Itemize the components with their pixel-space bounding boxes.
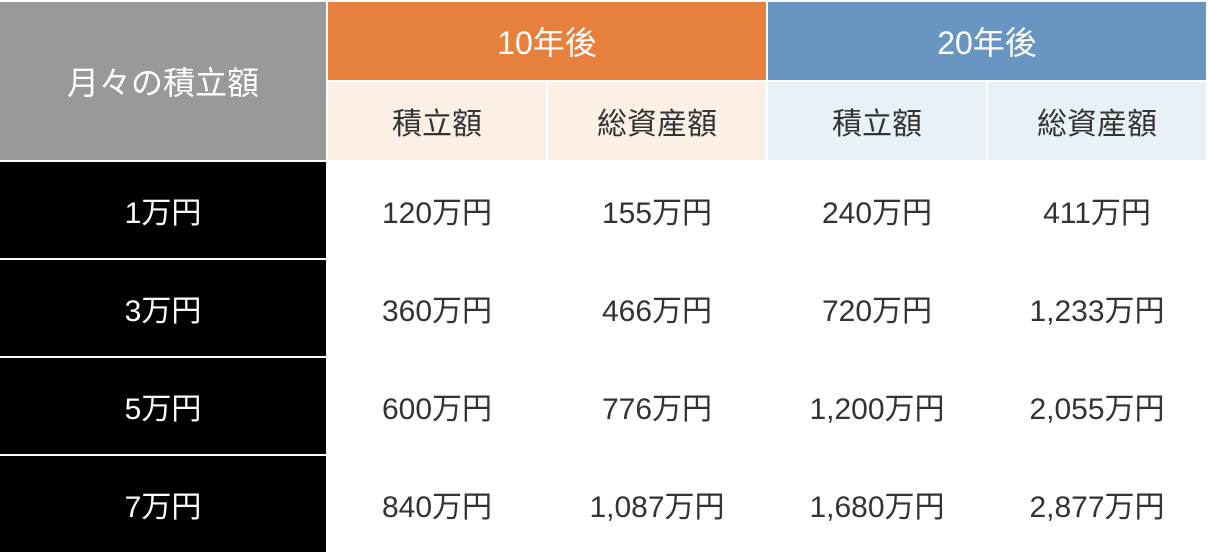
row-label: 5万円 bbox=[0, 358, 328, 456]
data-cell: 840万円 bbox=[328, 456, 548, 554]
row-label: 7万円 bbox=[0, 456, 328, 554]
row-label: 1万円 bbox=[0, 162, 328, 260]
subheader-10y-total: 総資産額 bbox=[548, 82, 768, 162]
data-cell: 600万円 bbox=[328, 358, 548, 456]
data-cell: 1,233万円 bbox=[988, 260, 1208, 358]
subheader-20y-deposit: 積立額 bbox=[768, 82, 988, 162]
data-cell: 1,200万円 bbox=[768, 358, 988, 456]
data-cell: 155万円 bbox=[548, 162, 768, 260]
data-cell: 776万円 bbox=[548, 358, 768, 456]
subheader-20y-total: 総資産額 bbox=[988, 82, 1208, 162]
data-cell: 2,877万円 bbox=[988, 456, 1208, 554]
investment-table: 月々の積立額 10年後 20年後 積立額 総資産額 積立額 総資産額 1万円 1… bbox=[0, 0, 1208, 554]
data-cell: 360万円 bbox=[328, 260, 548, 358]
row-label: 3万円 bbox=[0, 260, 328, 358]
data-cell: 466万円 bbox=[548, 260, 768, 358]
header-corner: 月々の積立額 bbox=[0, 2, 328, 162]
data-cell: 2,055万円 bbox=[988, 358, 1208, 456]
data-cell: 720万円 bbox=[768, 260, 988, 358]
data-cell: 411万円 bbox=[988, 162, 1208, 260]
data-cell: 240万円 bbox=[768, 162, 988, 260]
data-cell: 1,680万円 bbox=[768, 456, 988, 554]
subheader-10y-deposit: 積立額 bbox=[328, 82, 548, 162]
header-period-10y: 10年後 bbox=[328, 2, 768, 82]
header-period-20y: 20年後 bbox=[768, 2, 1208, 82]
data-cell: 1,087万円 bbox=[548, 456, 768, 554]
data-cell: 120万円 bbox=[328, 162, 548, 260]
